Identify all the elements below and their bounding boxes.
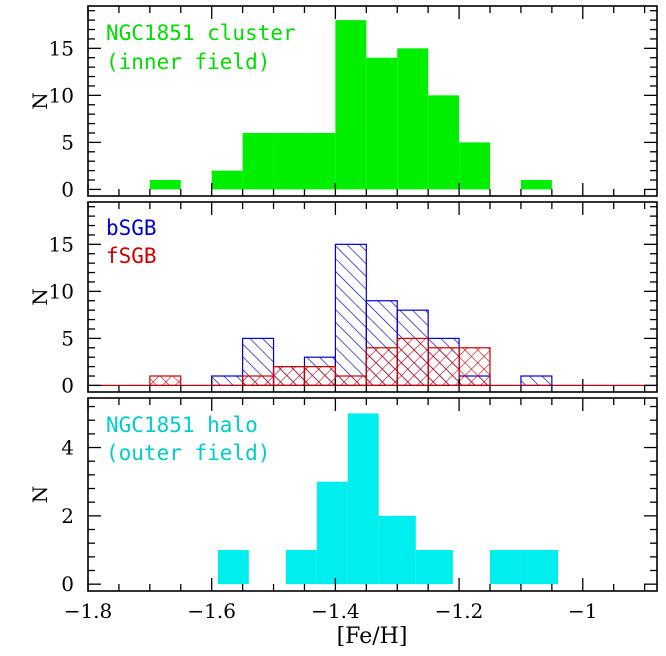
y-axis-label: N <box>28 486 52 504</box>
y-tick-label: 0 <box>61 572 74 596</box>
annotation-line-1: NGC1851 cluster <box>106 21 296 45</box>
bar-fSGB <box>427 347 460 387</box>
annotation-line-2: (inner field) <box>106 50 270 74</box>
bar <box>428 95 460 190</box>
bar <box>459 142 491 190</box>
y-tick-label: 2 <box>61 504 74 528</box>
panel-inner-field: 0 5 10 15 N NGC1851 cluster (inner field) <box>28 5 658 201</box>
y-tick-label: 5 <box>61 326 74 350</box>
bar <box>242 132 274 190</box>
y-tick-label: 0 <box>61 177 74 201</box>
y-axis-label: N <box>28 288 52 306</box>
bar <box>366 57 398 190</box>
bar <box>397 48 429 190</box>
bar <box>378 515 416 585</box>
bar-fSGB <box>396 337 429 387</box>
x-tick-label: −1.8 <box>64 599 113 623</box>
x-tick-label: −1 <box>568 599 597 623</box>
bar <box>304 132 336 190</box>
legend-fsgb: fSGB <box>106 244 157 268</box>
annotation-line-1: NGC1851 halo <box>106 413 258 437</box>
bar <box>316 481 348 585</box>
bar-fSGB <box>365 347 398 387</box>
bar-bSGB <box>520 375 553 387</box>
y-tick-label: 10 <box>49 279 74 303</box>
bar-bSGB <box>211 375 244 387</box>
panel-sgb: 0 5 10 15 N bSGB fSGB <box>28 201 658 397</box>
bar-fSGB <box>303 366 336 387</box>
y-axis-label: N <box>28 92 52 110</box>
bar <box>490 550 521 585</box>
x-tick-label: −1.4 <box>311 599 360 623</box>
y-tick-label: 15 <box>49 232 74 256</box>
bar <box>415 550 453 585</box>
bar <box>520 180 552 190</box>
y-tick-label: 10 <box>49 83 74 107</box>
bar <box>273 132 305 190</box>
bar-fSGB <box>458 347 491 387</box>
x-axis-label: [Fe/H] <box>337 624 408 649</box>
bar <box>347 413 379 585</box>
bar <box>520 550 559 585</box>
panel-outer-field: 0 2 4 −1.8 −1.6 −1.4 −1.2 −1 N NGC1851 halo (ou… <box>28 397 658 649</box>
annotation-line-2: (outer field) <box>106 441 270 465</box>
legend-bsgb: bSGB <box>106 216 157 240</box>
bar <box>217 550 249 585</box>
bar <box>335 20 367 190</box>
x-tick-label: −1.6 <box>187 599 236 623</box>
bar-fSGB <box>334 375 367 387</box>
y-tick-label: 0 <box>61 373 74 397</box>
x-tick-label: −1.2 <box>435 599 484 623</box>
y-tick-label: 5 <box>61 130 74 154</box>
bar <box>149 180 181 190</box>
bar <box>211 170 243 190</box>
y-tick-label: 15 <box>49 36 74 60</box>
bar-fSGB <box>272 366 306 387</box>
bar-fSGB <box>149 375 182 387</box>
y-tick-label: 4 <box>61 436 74 460</box>
bar-fSGB <box>242 375 275 387</box>
bar <box>285 550 317 585</box>
bar-bSGB <box>334 243 367 387</box>
